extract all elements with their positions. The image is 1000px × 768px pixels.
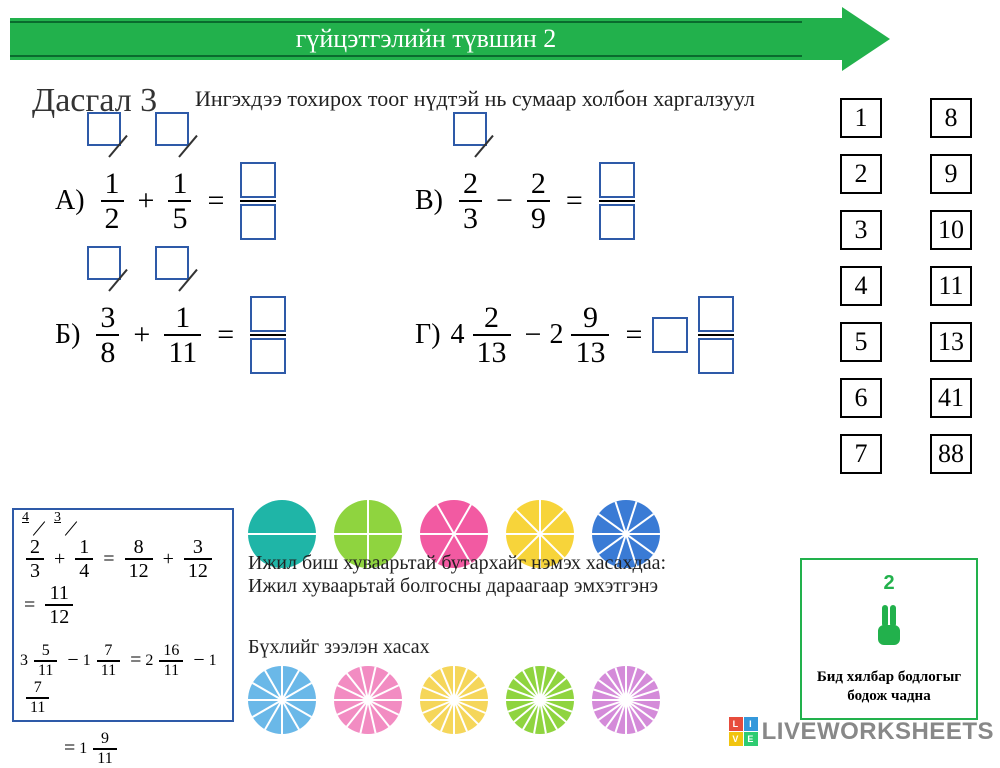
tag-input-box[interactable] xyxy=(155,112,189,146)
fraction: 1 2 xyxy=(101,167,124,235)
result-den-box[interactable] xyxy=(250,338,286,374)
answer-option[interactable]: 9 xyxy=(930,154,972,194)
fraction: 1 11 xyxy=(164,301,201,369)
fraction: 1 5 xyxy=(168,167,191,235)
answer-option[interactable]: 41 xyxy=(930,378,972,418)
fraction: 2 13 xyxy=(473,301,511,369)
result-fraction xyxy=(250,294,286,376)
motivation-text: Бид хялбар бодлогыг бодож чадна xyxy=(810,668,968,707)
problem-label: В) xyxy=(415,185,443,217)
fraction-circle-icon xyxy=(334,666,402,734)
answer-option[interactable]: 10 xyxy=(930,210,972,250)
fraction-circle-icon xyxy=(420,666,488,734)
example-row-2: 3 511 − 1 711 = 2 1611 − 1 711 xyxy=(20,642,226,716)
answer-option[interactable]: 2 xyxy=(840,154,882,194)
answer-option[interactable]: 3 xyxy=(840,210,882,250)
tag-input-box[interactable] xyxy=(87,246,121,280)
hint-text-2: Бүхлийг зээлэн хасах xyxy=(248,636,768,659)
level-number: 2 xyxy=(883,572,894,595)
result-num-box[interactable] xyxy=(599,162,635,198)
tag-input-box[interactable] xyxy=(453,112,487,146)
answer-option[interactable]: 5 xyxy=(840,322,882,362)
result-den-box[interactable] xyxy=(698,338,734,374)
problem-G: Г) 4 2 13 − 2 9 13 = xyxy=(415,294,775,376)
answer-option[interactable]: 8 xyxy=(930,98,972,138)
operator: − xyxy=(525,318,542,352)
banner-arrow-icon xyxy=(842,7,890,71)
operator: + xyxy=(133,318,150,352)
answer-option[interactable]: 6 xyxy=(840,378,882,418)
liveworksheets-watermark: LIVE LIVEWORKSHEETS xyxy=(729,717,994,746)
answer-option[interactable]: 4 xyxy=(840,266,882,306)
banner-text: гүйцэтгэлийн түвшин 2 xyxy=(10,18,842,60)
example-row-1: 4 3 23 + 14 = 812 + 312 = 1112 xyxy=(20,520,226,628)
answer-option[interactable]: 1 xyxy=(840,98,882,138)
result-num-box[interactable] xyxy=(698,296,734,332)
answer-column-2: 8 9 10 11 13 41 88 xyxy=(930,98,972,474)
fraction-circle-icon xyxy=(248,666,316,734)
peace-hand-icon xyxy=(864,601,914,662)
problems-area: А) 1 2 + 1 5 = В) 2 xyxy=(55,160,775,428)
result-fraction xyxy=(599,160,635,242)
answer-column-1: 1 2 3 4 5 6 7 xyxy=(840,98,882,474)
problem-label: А) xyxy=(55,185,85,217)
result-den-box[interactable] xyxy=(599,204,635,240)
equals: = xyxy=(217,318,234,352)
operator: + xyxy=(138,184,155,218)
result-num-box[interactable] xyxy=(240,162,276,198)
problem-V: В) 2 3 − 2 9 = xyxy=(415,160,775,242)
answer-option[interactable]: 11 xyxy=(930,266,972,306)
watermark-text: LIVEWORKSHEETS xyxy=(762,718,994,746)
answer-option[interactable]: 88 xyxy=(930,434,972,474)
answer-option[interactable]: 13 xyxy=(930,322,972,362)
watermark-logo-icon: LIVE xyxy=(729,717,758,746)
problem-label: Б) xyxy=(55,319,80,351)
fraction: 2 9 xyxy=(527,167,550,235)
tag-input-box[interactable] xyxy=(87,112,121,146)
result-fraction xyxy=(240,160,276,242)
tag-input-box[interactable] xyxy=(155,246,189,280)
equals: = xyxy=(207,184,224,218)
equals: = xyxy=(566,184,583,218)
fraction-circle-icon xyxy=(506,666,574,734)
fraction-circles-row-2 xyxy=(248,666,660,734)
fraction: 3 8 xyxy=(96,301,119,369)
result-den-box[interactable] xyxy=(240,204,276,240)
problem-label: Г) xyxy=(415,319,441,351)
problem-B: Б) 3 8 + 1 11 = xyxy=(55,294,415,376)
problem-A: А) 1 2 + 1 5 = xyxy=(55,160,415,242)
instruction-text: Ингэхдээ тохирох тоог нүдтэй нь сумаар х… xyxy=(195,85,815,113)
answer-option[interactable]: 7 xyxy=(840,434,882,474)
fraction-circle-icon xyxy=(592,666,660,734)
fraction: 9 13 xyxy=(571,301,609,369)
motivation-card: 2 Бид хялбар бодлогыг бодож чадна xyxy=(800,558,978,720)
hint-text-1: Ижил биш хуваарьтай бутархайг нэмэх хаса… xyxy=(248,552,768,598)
fraction: 2 3 xyxy=(459,167,482,235)
example-row-3: = 1 911 xyxy=(20,730,226,767)
example-box: 4 3 23 + 14 = 812 + 312 = 1112 3 511 − 1… xyxy=(12,508,234,722)
operator: − xyxy=(496,184,513,218)
result-whole-box[interactable] xyxy=(652,317,688,353)
level-banner: гүйцэтгэлийн түвшин 2 xyxy=(10,18,890,60)
result-fraction xyxy=(698,294,734,376)
result-num-box[interactable] xyxy=(250,296,286,332)
equals: = xyxy=(625,318,642,352)
